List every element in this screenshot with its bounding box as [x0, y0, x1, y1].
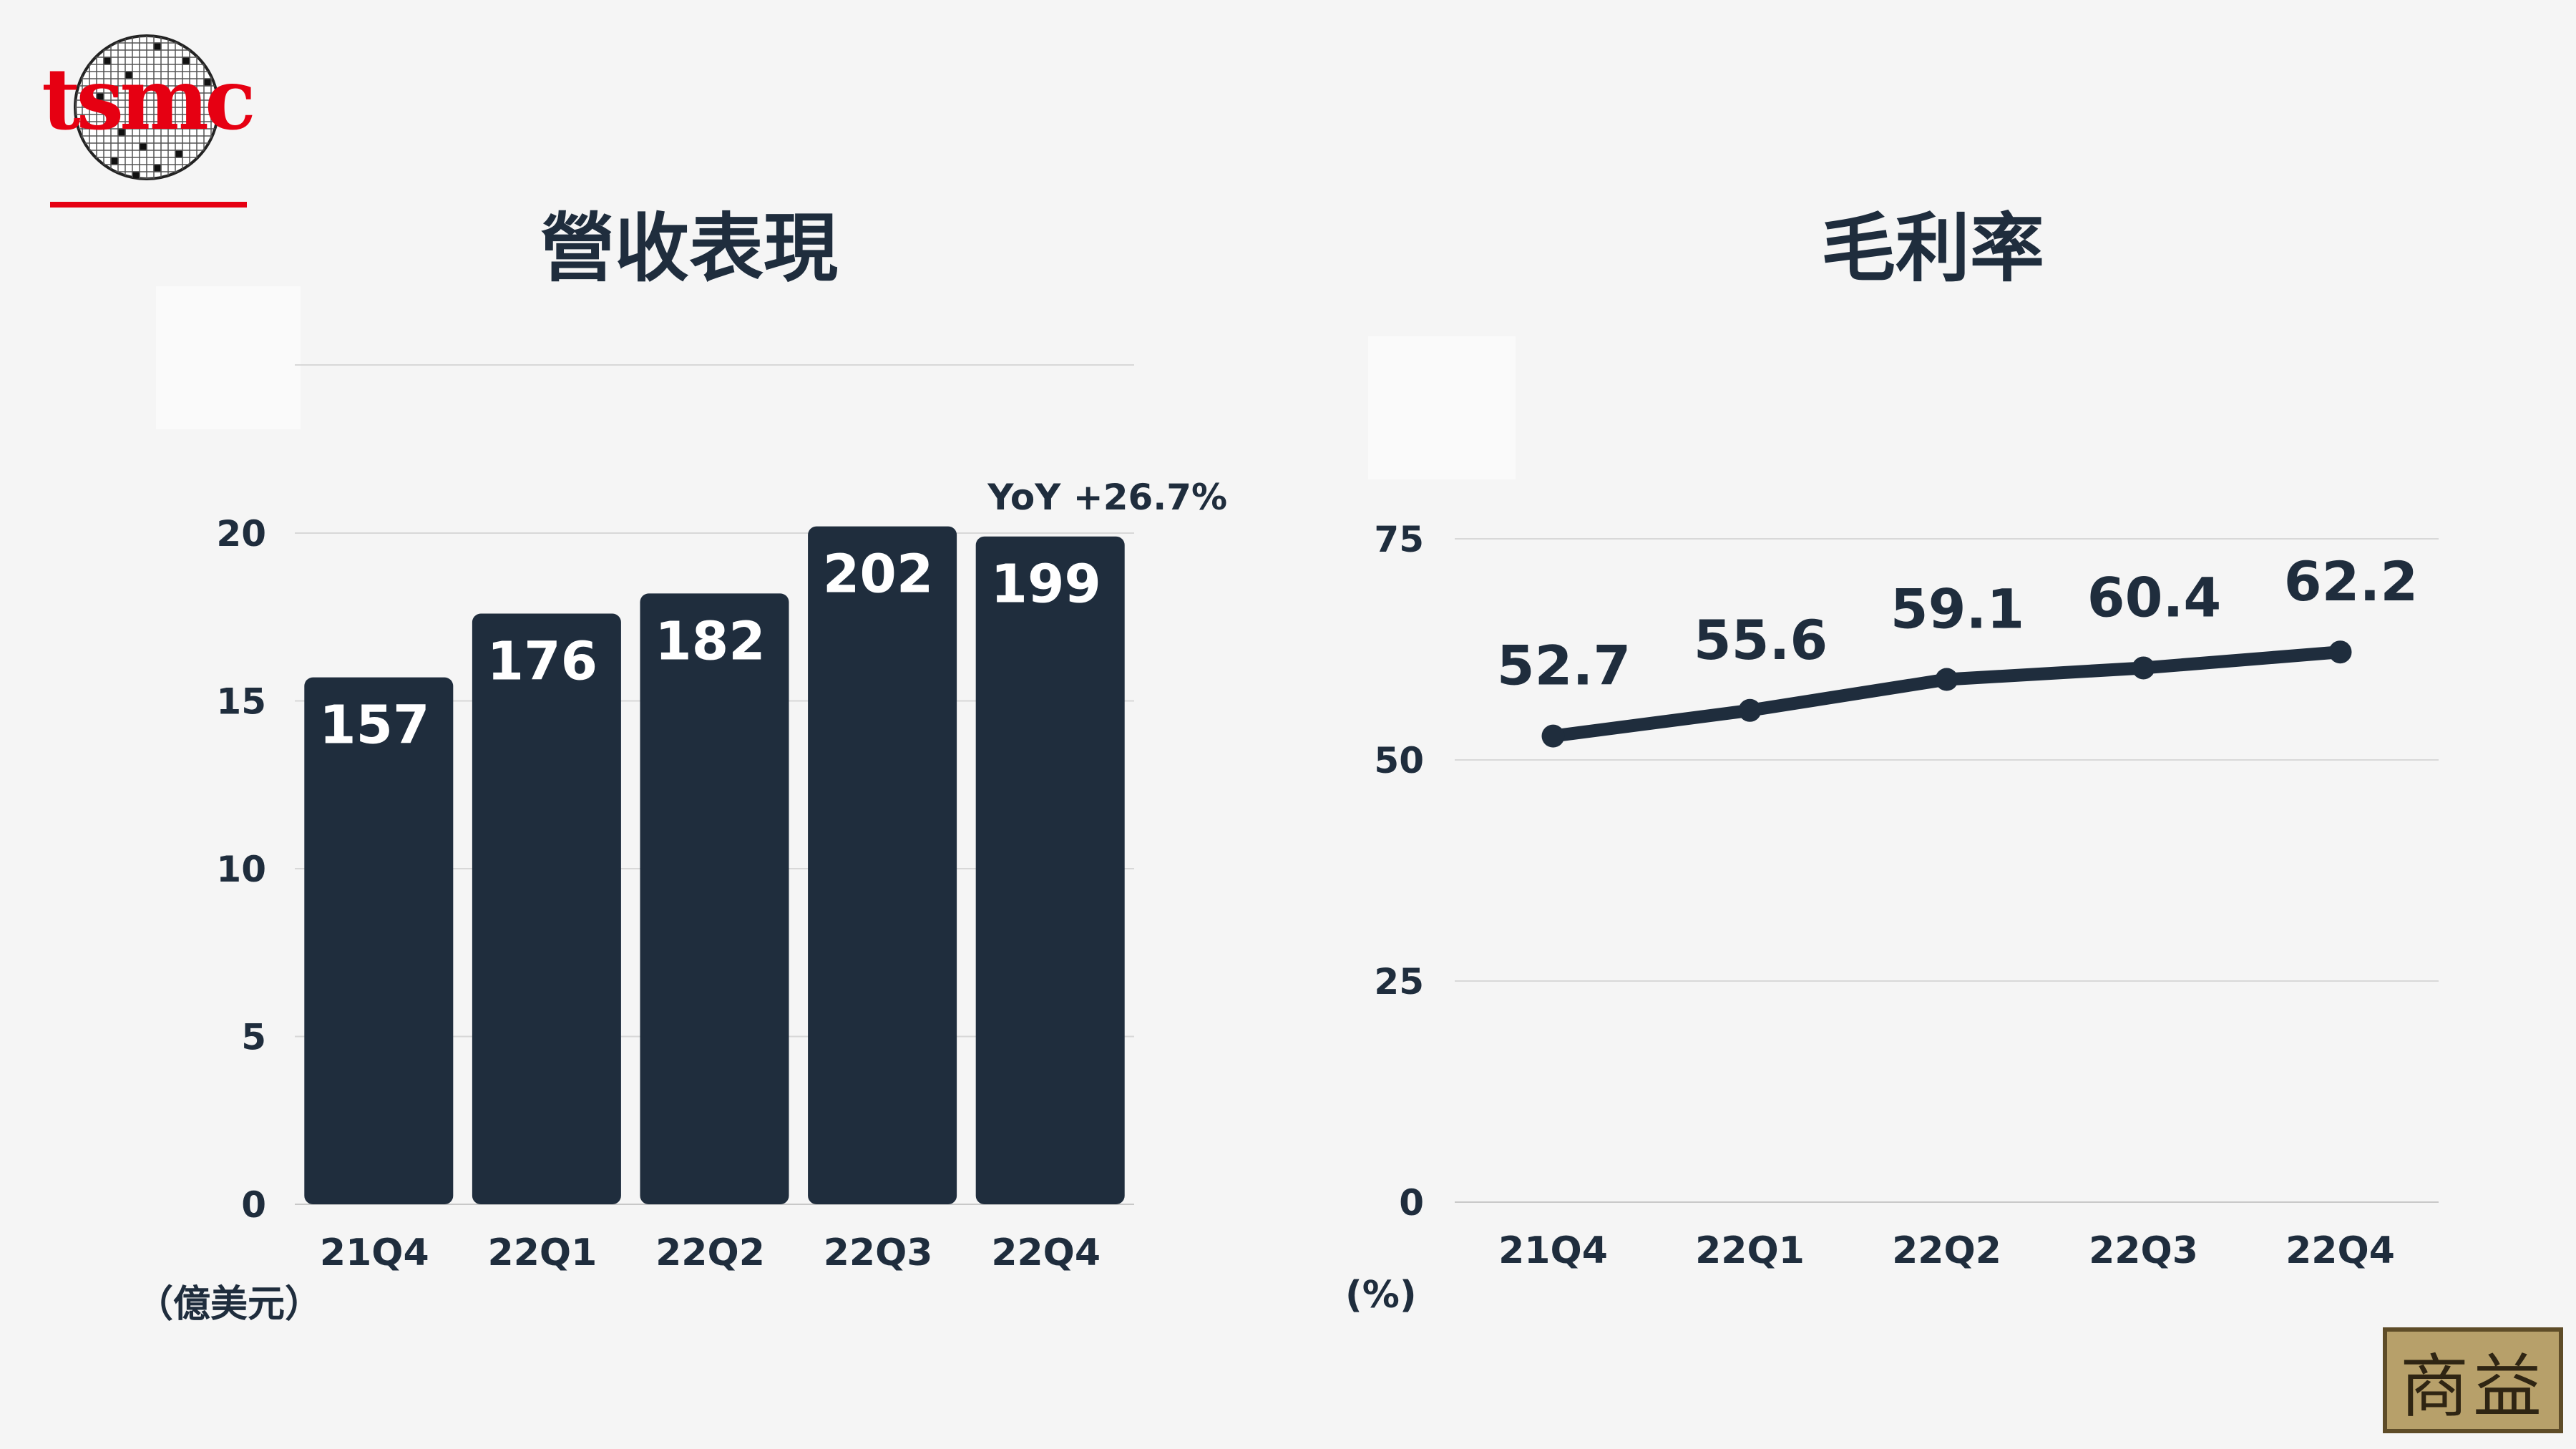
point-value-label: 60.4 [2087, 565, 2222, 629]
data-point [1738, 698, 1762, 722]
y-tick-label: 0 [241, 1184, 266, 1226]
wafer-die [103, 57, 112, 65]
bar-value-label: 176 [487, 631, 597, 693]
x-tick-label: 22Q3 [824, 1231, 933, 1274]
wafer-die [182, 57, 190, 65]
wafer-die [189, 121, 197, 130]
x-tick-label: 21Q4 [320, 1231, 429, 1274]
wafer-die [132, 171, 140, 179]
revenue-bar-chart: 0 5 10 15 20 157 21Q4 176 22Q1 182 22Q2 202 22Q3 199 2… [216, 364, 1227, 1274]
x-tick-label: 22Q1 [488, 1231, 597, 1274]
decorative-block [156, 286, 301, 429]
wafer-die [96, 92, 104, 101]
wafer-die [160, 99, 169, 108]
x-tick-label: 22Q2 [655, 1231, 765, 1274]
bar [640, 593, 789, 1204]
point-value-label: 59.1 [1890, 577, 2025, 641]
wafer-die [117, 128, 126, 137]
tsmc-logo: tsmc [42, 34, 257, 208]
wafer-die [153, 164, 162, 172]
series-line [1546, 645, 2347, 743]
wafer-die [153, 42, 162, 51]
point-value-label: 52.7 [1497, 634, 1631, 698]
bar-value-label: 157 [319, 695, 429, 756]
wafer-die [203, 78, 212, 87]
y-tick-label: 25 [1374, 961, 1424, 1002]
yoy-annotation: YoY +26.7% [987, 477, 1227, 518]
revenue-chart-title: 營收表現 [540, 205, 839, 292]
decorative-block [1368, 336, 1516, 479]
brand-badge: 商益 [2383, 1327, 2563, 1433]
data-point [1541, 724, 1565, 748]
bar [472, 613, 621, 1204]
data-point [1935, 668, 1958, 691]
y-tick-label: 0 [1399, 1182, 1424, 1224]
x-tick-label: 22Q4 [2285, 1229, 2395, 1272]
y-tick-label: 20 [216, 513, 266, 555]
y-tick-label: 5 [241, 1017, 266, 1058]
revenue-unit-label: （億美元） [136, 1283, 323, 1326]
x-tick-label: 22Q3 [2089, 1229, 2198, 1272]
logo-wordmark: tsmc [42, 49, 253, 149]
point-value-label: 62.2 [2284, 550, 2419, 613]
data-point [2328, 640, 2352, 664]
logo-underline [50, 202, 247, 208]
y-tick-label: 15 [216, 681, 266, 723]
x-tick-label: 22Q4 [991, 1231, 1101, 1274]
x-tick-label: 21Q4 [1498, 1229, 1608, 1272]
bar-value-label: 199 [990, 554, 1101, 615]
point-value-label: 55.6 [1694, 608, 1828, 672]
bar [975, 536, 1125, 1204]
y-tick-label: 75 [1374, 519, 1424, 560]
wafer-die [139, 142, 147, 151]
wafer-die [110, 157, 119, 165]
bar-value-label: 182 [655, 610, 765, 672]
wafer-die [125, 71, 133, 79]
margin-chart-title: 毛利率 [1821, 205, 2045, 292]
margin-unit-label: (%) [1345, 1274, 1417, 1317]
bar [304, 677, 454, 1204]
bar-value-label: 202 [823, 544, 933, 605]
y-tick-label: 50 [1374, 740, 1424, 781]
wafer-die [175, 150, 183, 158]
data-point [2132, 656, 2155, 680]
y-tick-label: 10 [216, 849, 266, 890]
x-tick-label: 22Q2 [1892, 1229, 2001, 1272]
gross-margin-line-chart: 0 25 50 75 52.7 21Q4 55.6 22Q1 59.1 22Q2 60.4 22Q3 6… [1374, 519, 2439, 1272]
bar [808, 526, 957, 1204]
x-tick-label: 22Q1 [1695, 1229, 1805, 1272]
